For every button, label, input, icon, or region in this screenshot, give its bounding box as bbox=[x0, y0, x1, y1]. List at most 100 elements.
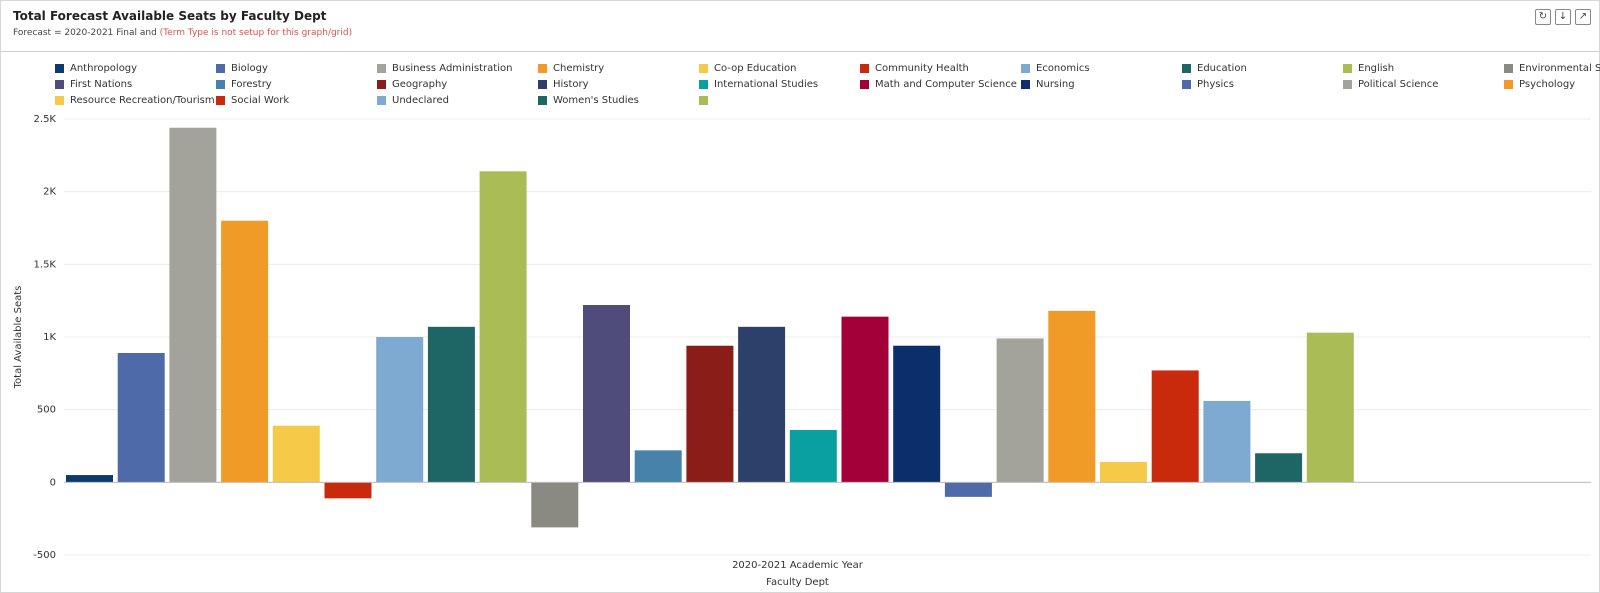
legend-label: Education bbox=[1197, 62, 1247, 74]
legend-label: Undeclared bbox=[392, 94, 449, 106]
legend-swatch bbox=[1182, 63, 1191, 73]
bar bbox=[789, 430, 837, 483]
legend-item[interactable]: Co-op Education bbox=[699, 61, 797, 75]
bar bbox=[66, 475, 113, 483]
legend-item[interactable]: Nursing bbox=[1021, 77, 1075, 91]
legend-label: Political Science bbox=[1358, 78, 1439, 90]
bar bbox=[738, 326, 786, 483]
legend-swatch bbox=[1021, 79, 1030, 89]
chart-subtitle: Forecast = 2020-2021 Final and (Term Typ… bbox=[13, 28, 352, 38]
legend-item[interactable]: Psychology bbox=[1504, 77, 1575, 91]
legend-label: Resource Recreation/Tourism bbox=[70, 94, 215, 106]
legend-label: Anthropology bbox=[70, 62, 138, 74]
legend-item[interactable] bbox=[699, 93, 714, 107]
legend-label: Environmental Studies bbox=[1519, 62, 1600, 74]
legend-item[interactable]: Education bbox=[1182, 61, 1247, 75]
bar bbox=[479, 171, 527, 483]
legend-item[interactable]: Forestry bbox=[216, 77, 272, 91]
legend-swatch bbox=[538, 79, 547, 89]
bar bbox=[893, 345, 941, 483]
legend-item[interactable]: Math and Computer Science bbox=[860, 77, 1017, 91]
y-tick-label: 2.5K bbox=[34, 114, 57, 125]
bar bbox=[117, 352, 165, 483]
bar bbox=[996, 338, 1044, 483]
subtitle-warning: (Term Type is not setup for this graph/g… bbox=[159, 28, 353, 38]
legend-swatch bbox=[216, 79, 225, 89]
legend-item[interactable]: Women's Studies bbox=[538, 93, 639, 107]
legend-label: First Nations bbox=[70, 78, 133, 90]
y-axis-title: Total Available Seats bbox=[13, 286, 24, 390]
y-tick-label: 2K bbox=[43, 187, 56, 198]
legend-swatch bbox=[860, 63, 869, 73]
legend-item[interactable]: Resource Recreation/Tourism bbox=[55, 93, 215, 107]
legend-item[interactable]: International Studies bbox=[699, 77, 818, 91]
bar bbox=[272, 425, 320, 483]
legend-item[interactable]: Chemistry bbox=[538, 61, 604, 75]
legend-item[interactable]: Biology bbox=[216, 61, 268, 75]
legend-swatch bbox=[538, 95, 547, 105]
bar bbox=[427, 326, 475, 483]
download-icon[interactable]: ↓ bbox=[1555, 9, 1571, 25]
panel-header: Total Forecast Available Seats by Facult… bbox=[1, 1, 1599, 52]
legend-item[interactable]: Anthropology bbox=[55, 61, 137, 75]
legend-label: Women's Studies bbox=[553, 94, 639, 106]
bar bbox=[1100, 461, 1147, 483]
legend-swatch bbox=[1021, 63, 1030, 73]
bar bbox=[841, 316, 889, 483]
bar bbox=[1048, 310, 1096, 483]
legend-item[interactable]: Business Administration bbox=[377, 61, 512, 75]
bar bbox=[531, 482, 579, 528]
x-category-label: 2020-2021 Academic Year bbox=[732, 560, 864, 571]
refresh-icon[interactable]: ↻ bbox=[1535, 9, 1551, 25]
legend-swatch bbox=[377, 63, 386, 73]
legend-label: Economics bbox=[1036, 62, 1090, 74]
legend-item[interactable]: Community Health bbox=[860, 61, 969, 75]
legend-item[interactable]: Economics bbox=[1021, 61, 1090, 75]
legend-label: Nursing bbox=[1036, 78, 1075, 90]
legend-swatch bbox=[55, 79, 64, 89]
legend-item[interactable]: Environmental Studies bbox=[1504, 61, 1600, 75]
bar bbox=[634, 450, 682, 483]
legend-label: Chemistry bbox=[553, 62, 605, 74]
legend-label: Geography bbox=[392, 78, 448, 90]
x-axis-title: Faculty Dept bbox=[766, 577, 829, 588]
legend-item[interactable]: Physics bbox=[1182, 77, 1234, 91]
legend-item[interactable]: History bbox=[538, 77, 589, 91]
legend-label: International Studies bbox=[714, 78, 819, 90]
legend-item[interactable]: English bbox=[1343, 61, 1394, 75]
y-tick-label: -500 bbox=[33, 550, 56, 561]
bar bbox=[1255, 453, 1303, 483]
legend-swatch bbox=[377, 95, 386, 105]
legend-item[interactable]: First Nations bbox=[55, 77, 132, 91]
legend-label: History bbox=[553, 78, 589, 90]
legend-item[interactable]: Political Science bbox=[1343, 77, 1438, 91]
legend-swatch bbox=[699, 79, 708, 89]
legend-item[interactable]: Undeclared bbox=[377, 93, 449, 107]
legend-label: Psychology bbox=[1519, 78, 1576, 90]
legend-label: Physics bbox=[1197, 78, 1234, 90]
bar bbox=[1151, 370, 1199, 483]
legend-item[interactable]: Social Work bbox=[216, 93, 289, 107]
legend-label: Social Work bbox=[231, 94, 290, 106]
expand-icon[interactable]: ↗ bbox=[1575, 9, 1591, 25]
y-tick-label: 500 bbox=[37, 405, 56, 416]
legend-item[interactable]: Geography bbox=[377, 77, 447, 91]
y-tick-label: 1.5K bbox=[34, 259, 57, 270]
legend-label: Forestry bbox=[231, 78, 272, 90]
legend-swatch bbox=[55, 95, 64, 105]
bar bbox=[686, 345, 734, 483]
legend-label: Business Administration bbox=[392, 62, 513, 74]
legend-swatch bbox=[1182, 79, 1191, 89]
legend-label: Math and Computer Science bbox=[875, 78, 1017, 90]
y-tick-label: 1K bbox=[43, 332, 56, 343]
bar bbox=[1306, 332, 1354, 483]
subtitle-forecast: Forecast = 2020-2021 Final and bbox=[13, 28, 160, 38]
legend-label: Co-op Education bbox=[714, 62, 797, 74]
y-tick-label: 0 bbox=[50, 477, 56, 488]
legend-swatch bbox=[538, 63, 547, 73]
legend-swatch bbox=[1343, 63, 1352, 73]
bar bbox=[944, 482, 992, 497]
legend-label: English bbox=[1358, 62, 1395, 74]
